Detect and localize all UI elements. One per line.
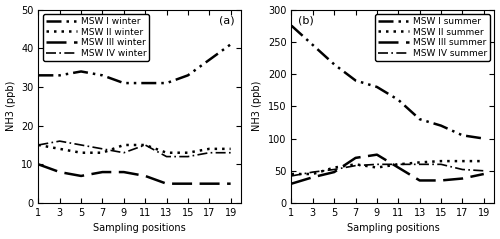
MSW II summer	[438, 160, 444, 163]
MSW II winter	[121, 144, 127, 147]
MSW IV summer	[416, 163, 422, 166]
MSW III summer	[288, 182, 294, 185]
MSW I summer	[352, 79, 358, 82]
MSW I summer	[310, 43, 316, 46]
Text: (b): (b)	[298, 15, 314, 25]
MSW IV summer	[396, 163, 402, 166]
MSW I summer	[396, 98, 402, 101]
MSW II summer	[396, 163, 402, 166]
Legend: MSW I summer, MSW II summer, MSW III summer, MSW IV summer: MSW I summer, MSW II summer, MSW III sum…	[375, 14, 490, 61]
MSW III summer	[460, 177, 466, 180]
MSW III winter	[142, 174, 148, 177]
MSW II winter	[142, 144, 148, 147]
MSW I summer	[374, 86, 380, 88]
MSW IV winter	[228, 151, 234, 154]
MSW IV winter	[164, 155, 170, 158]
MSW III summer	[331, 171, 337, 174]
MSW IV summer	[352, 164, 358, 167]
MSW III summer	[416, 179, 422, 182]
MSW IV summer	[288, 174, 294, 177]
MSW I summer	[481, 137, 487, 140]
MSW IV winter	[36, 144, 42, 147]
MSW I winter	[100, 74, 105, 77]
MSW II summer	[374, 166, 380, 169]
MSW II summer	[288, 173, 294, 175]
Line: MSW II winter: MSW II winter	[38, 145, 230, 153]
Line: MSW IV summer: MSW IV summer	[292, 164, 484, 176]
MSW I winter	[56, 74, 62, 77]
MSW III summer	[374, 153, 380, 156]
MSW IV winter	[100, 147, 105, 150]
MSW I winter	[206, 58, 212, 61]
MSW I winter	[142, 82, 148, 85]
MSW IV summer	[438, 163, 444, 166]
MSW III winter	[56, 171, 62, 174]
MSW I winter	[121, 82, 127, 85]
MSW III winter	[228, 182, 234, 185]
X-axis label: Sampling positions: Sampling positions	[94, 223, 186, 234]
MSW IV winter	[78, 144, 84, 147]
MSW III winter	[36, 163, 42, 166]
MSW III winter	[121, 171, 127, 174]
MSW I winter	[36, 74, 42, 77]
MSW IV summer	[331, 168, 337, 171]
MSW I summer	[460, 134, 466, 137]
Line: MSW IV winter: MSW IV winter	[38, 141, 230, 157]
MSW III winter	[206, 182, 212, 185]
MSW III winter	[100, 171, 105, 174]
MSW III summer	[396, 166, 402, 169]
Y-axis label: NH3 (ppb): NH3 (ppb)	[252, 81, 262, 131]
MSW II summer	[460, 160, 466, 163]
MSW I winter	[228, 43, 234, 46]
MSW II winter	[36, 144, 42, 147]
MSW IV winter	[121, 151, 127, 154]
MSW IV summer	[310, 171, 316, 174]
MSW IV winter	[185, 155, 191, 158]
Line: MSW II summer: MSW II summer	[292, 161, 484, 174]
Line: MSW I summer: MSW I summer	[292, 26, 484, 139]
Legend: MSW I winter, MSW II winter, MSW III winter, MSW IV winter: MSW I winter, MSW II winter, MSW III win…	[43, 14, 149, 61]
MSW II winter	[56, 147, 62, 150]
MSW II winter	[78, 151, 84, 154]
MSW III winter	[78, 174, 84, 177]
MSW III summer	[481, 173, 487, 175]
MSW IV summer	[374, 163, 380, 166]
MSW I winter	[185, 74, 191, 77]
MSW I summer	[416, 118, 422, 121]
MSW III summer	[438, 179, 444, 182]
MSW II winter	[206, 147, 212, 150]
MSW III winter	[185, 182, 191, 185]
MSW IV summer	[460, 168, 466, 171]
MSW II summer	[352, 163, 358, 166]
Line: MSW I winter: MSW I winter	[38, 44, 230, 83]
MSW II winter	[164, 151, 170, 154]
MSW IV winter	[206, 151, 212, 154]
MSW II winter	[228, 147, 234, 150]
MSW I summer	[288, 24, 294, 27]
MSW II summer	[331, 166, 337, 169]
X-axis label: Sampling positions: Sampling positions	[346, 223, 440, 234]
MSW I winter	[164, 82, 170, 85]
MSW III winter	[164, 182, 170, 185]
MSW IV winter	[142, 144, 148, 147]
Line: MSW III winter: MSW III winter	[38, 164, 230, 184]
MSW I summer	[438, 124, 444, 127]
MSW IV winter	[56, 140, 62, 142]
MSW II winter	[100, 151, 105, 154]
MSW II summer	[416, 161, 422, 164]
MSW II summer	[310, 173, 316, 175]
Line: MSW III summer: MSW III summer	[292, 155, 484, 184]
MSW II winter	[185, 151, 191, 154]
MSW II summer	[481, 160, 487, 163]
MSW III summer	[310, 176, 316, 179]
MSW I summer	[331, 63, 337, 66]
Y-axis label: NH3 (ppb): NH3 (ppb)	[6, 81, 16, 131]
MSW I winter	[78, 70, 84, 73]
MSW IV summer	[481, 169, 487, 172]
Text: (a): (a)	[220, 15, 235, 25]
MSW III summer	[352, 157, 358, 159]
